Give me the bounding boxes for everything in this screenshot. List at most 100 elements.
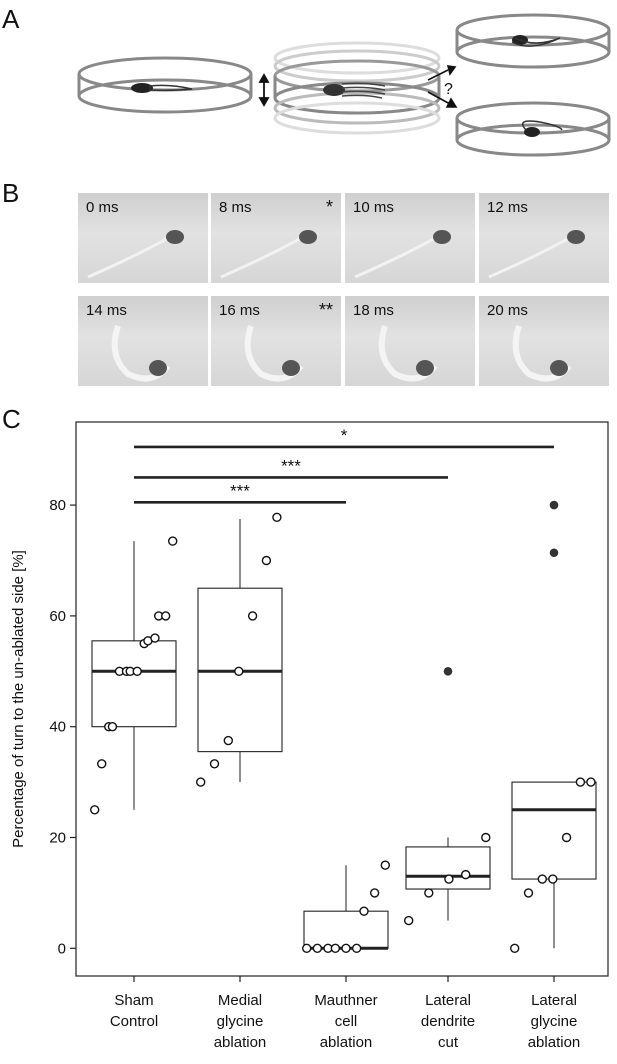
y-tick-label: 40 [49, 719, 66, 736]
video-frame: 14 ms [78, 296, 208, 386]
x-tick-label: glycine [531, 1013, 578, 1030]
outlier-point [549, 548, 559, 558]
larva-image [220, 230, 317, 279]
petri-dish-vibrating [273, 41, 441, 135]
significance-label: *** [281, 456, 301, 475]
x-tick-label: Sham [114, 992, 153, 1009]
data-point [160, 611, 171, 621]
petri-dish-top-right [455, 13, 611, 69]
video-frame: 20 ms [479, 296, 609, 386]
data-point [359, 906, 369, 916]
frame-time-label: 0 ms [86, 199, 119, 216]
branch-arrows-icon [427, 65, 458, 108]
larva-icon-left [131, 83, 193, 93]
frame-significance-mark: * [325, 197, 333, 217]
larva-image [111, 325, 171, 382]
y-tick-label: 80 [49, 497, 66, 514]
data-point [89, 805, 100, 815]
larva-image [378, 325, 438, 382]
data-point [107, 722, 118, 732]
video-frame: 18 ms [345, 296, 475, 386]
data-point [351, 943, 362, 953]
x-tick-label: ablation [320, 1034, 373, 1051]
larva-image [512, 325, 572, 382]
outlier-point [443, 666, 453, 676]
data-point [537, 874, 547, 884]
data-point [261, 555, 272, 566]
frame-time-label: 18 ms [353, 302, 394, 319]
frame-time-label: 14 ms [86, 302, 127, 319]
data-point [247, 611, 258, 621]
video-frame: 0 ms [78, 193, 208, 283]
data-point [510, 943, 520, 953]
data-point [132, 666, 142, 676]
data-point [548, 874, 558, 884]
x-tick-label: ablation [528, 1034, 581, 1051]
frame-time-label: 10 ms [353, 199, 394, 216]
data-point [341, 943, 351, 953]
x-tick-label: Medial [218, 992, 262, 1009]
frame-significance-mark: ** [318, 300, 333, 320]
video-frame: 16 ms ** [211, 296, 341, 386]
frame-time-label: 8 ms [219, 199, 252, 216]
data-point [167, 536, 178, 546]
x-tick-label: dendrite [421, 1013, 475, 1030]
x-tick-label: ablation [214, 1034, 267, 1051]
x-tick-label: cell [335, 1013, 358, 1030]
data-point [272, 512, 282, 522]
data-point [312, 943, 323, 953]
data-point [330, 943, 341, 953]
data-point [586, 777, 596, 787]
data-point [209, 759, 220, 769]
data-point [404, 915, 414, 926]
larva-image [488, 230, 585, 279]
larva-image [87, 230, 184, 279]
larva-icon-blurred [323, 82, 386, 99]
double-arrow-icon [258, 73, 270, 107]
panel-label-a: A [2, 4, 20, 34]
outlier-point [549, 500, 559, 510]
box [91, 640, 177, 728]
data-point [380, 860, 390, 870]
y-tick-label: 20 [49, 830, 66, 847]
panel-label-b: B [2, 178, 20, 208]
x-tick-label: Mauthner [314, 992, 377, 1009]
x-tick-label: Control [110, 1013, 158, 1030]
larva-turn-icon-bottom [522, 120, 563, 137]
video-frame: 12 ms [479, 193, 609, 283]
box [511, 781, 597, 880]
frame-time-label: 16 ms [219, 302, 260, 319]
box [303, 910, 389, 949]
data-point [561, 832, 572, 843]
x-tick-label: glycine [217, 1013, 264, 1030]
y-tick-label: 0 [58, 940, 66, 957]
data-point [302, 943, 312, 953]
larva-turn-icon-top [511, 35, 561, 47]
data-point [523, 888, 534, 898]
frame-time-label: 20 ms [487, 302, 528, 319]
significance-label: *** [230, 481, 250, 500]
data-point [575, 777, 586, 787]
data-point [234, 666, 244, 676]
data-point [369, 888, 380, 898]
y-axis-label: Percentage of turn to the un-ablated sid… [10, 550, 27, 848]
panel-label-c: C [2, 404, 21, 434]
plot-frame [75, 421, 609, 977]
data-point [97, 759, 107, 769]
x-tick-label: cut [438, 1034, 459, 1051]
data-point [223, 735, 234, 746]
data-point [150, 633, 160, 643]
significance-label: * [341, 426, 348, 445]
data-point [424, 888, 434, 898]
video-frame: 8 ms * [211, 193, 341, 283]
x-tick-label: Lateral [425, 992, 471, 1009]
data-point [195, 777, 206, 787]
larva-image [354, 230, 451, 279]
panel-a-schematic: ? [77, 13, 611, 157]
frame-time-label: 12 ms [487, 199, 528, 216]
y-tick-label: 60 [49, 608, 66, 625]
question-mark: ? [444, 81, 453, 98]
data-point [461, 869, 471, 880]
data-point [444, 874, 454, 884]
video-frame: 10 ms [345, 193, 475, 283]
